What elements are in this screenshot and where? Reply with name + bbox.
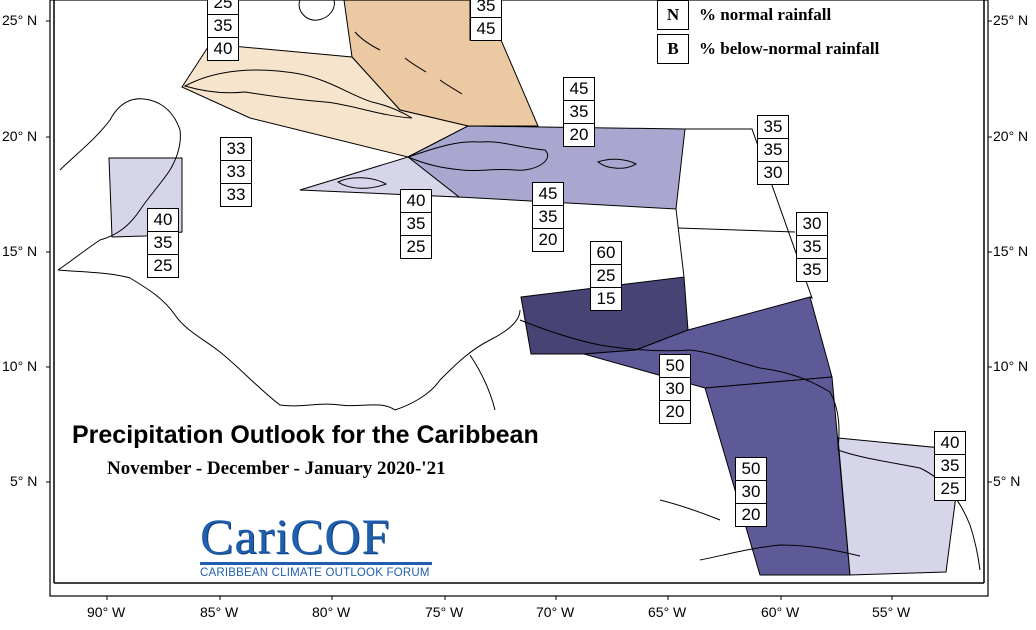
prob-value: 35 (147, 232, 179, 255)
prob-value: 35 (207, 15, 239, 38)
lon-label-85w: 85° W (200, 604, 239, 620)
prob-box-windward-north: 30 35 35 (796, 212, 828, 282)
prob-box-bahamas-north: 25 35 40 (207, 0, 239, 61)
coastlines (57, 0, 981, 571)
legend-key-below: B (657, 34, 689, 64)
prob-value: 35 (563, 101, 595, 124)
prob-box-hispaniola-south: 45 35 20 (532, 182, 564, 252)
lat-label-10n: 10° N (2, 358, 38, 374)
prob-box-guyana: 50 30 20 (735, 457, 767, 527)
map-title: Precipitation Outlook for the Caribbean (72, 421, 539, 449)
prob-value: 35 (757, 115, 789, 139)
caricof-logo: CariCOF CARIBBEAN CLIMATE OUTLOOK FORUM (200, 508, 435, 579)
legend-label-below: % below-normal rainfall (699, 39, 880, 58)
logo-divider (200, 562, 432, 565)
prob-value: 60 (590, 241, 622, 265)
prob-value: 20 (532, 229, 564, 252)
legend-key-normal: N (657, 0, 689, 30)
prob-box-leeward-islands: 35 35 30 (757, 115, 789, 185)
legend-label-normal: % normal rainfall (699, 5, 832, 24)
region-boundary-lines (685, 128, 813, 300)
prob-box-jamaica: 40 35 25 (400, 189, 432, 259)
prob-value: 35 (470, 0, 502, 18)
lat-label-15n: 15° N (2, 243, 38, 259)
prob-box-trinidad-tobago: 50 30 20 (659, 354, 691, 424)
prob-value: 35 (400, 213, 432, 236)
prob-value: 30 (659, 378, 691, 401)
prob-value: 25 (147, 255, 179, 278)
prob-value: 45 (563, 77, 595, 101)
region-jamaica-shade (299, 156, 461, 198)
prob-value: 35 (934, 455, 966, 478)
lon-label-70w: 70° W (536, 604, 575, 620)
prob-value: 40 (400, 189, 432, 213)
legend-normal: N % normal rainfall (657, 0, 831, 30)
prob-value: 50 (735, 457, 767, 481)
prob-value: 50 (659, 354, 691, 378)
lon-label-90w: 90° W (87, 604, 126, 620)
prob-box-bahamas-south: 35 45 (470, 0, 502, 41)
prob-box-hispaniola-pr: 45 35 20 (563, 77, 595, 147)
lat-label-25n-right: 25° N (993, 12, 1029, 28)
prob-value: 35 (796, 236, 828, 259)
prob-value: 30 (735, 481, 767, 504)
prob-value: 35 (796, 259, 828, 282)
prob-value: 25 (590, 265, 622, 288)
prob-value: 45 (470, 18, 502, 41)
prob-value: 45 (532, 182, 564, 206)
region-boundary-lines-3 (677, 227, 796, 233)
lat-label-5n-right: 5° N (993, 473, 1021, 489)
lat-label-20n-right: 20° N (993, 128, 1029, 144)
prob-box-belize: 40 35 25 (147, 208, 179, 278)
prob-value: 15 (590, 288, 622, 311)
lat-label-5n: 5° N (10, 473, 38, 489)
logo-tagline: CARIBBEAN CLIMATE OUTLOOK FORUM (200, 567, 430, 579)
lon-label-75w: 75° W (425, 604, 464, 620)
prob-value: 20 (735, 504, 767, 527)
prob-value: 33 (220, 161, 252, 184)
prob-value: 25 (400, 236, 432, 259)
lat-label-15n-right: 15° N (993, 243, 1029, 259)
prob-box-french-guiana: 40 35 25 (934, 431, 966, 501)
prob-value: 33 (220, 184, 252, 207)
lat-label-10n-right: 10° N (993, 358, 1029, 374)
prob-value: 25 (207, 0, 239, 15)
map-subtitle: November - December - January 2020-'21 (107, 458, 446, 479)
lat-label-20n: 20° N (2, 128, 38, 144)
axis-ticks (46, 20, 992, 600)
logo-wordmark: CariCOF (200, 508, 391, 564)
legend-below: B % below-normal rainfall (657, 34, 879, 64)
lon-label-80w: 80° W (312, 604, 351, 620)
prob-value: 20 (659, 401, 691, 424)
prob-value: 35 (757, 139, 789, 162)
prob-value: 25 (934, 478, 966, 501)
prob-value: 33 (220, 137, 252, 161)
prob-value: 30 (757, 162, 789, 185)
lon-label-65w: 65° W (648, 604, 687, 620)
prob-value: 35 (532, 206, 564, 229)
lon-label-60w: 60° W (761, 604, 800, 620)
prob-box-abc-islands: 60 25 15 (590, 241, 622, 311)
prob-box-cayman-central: 33 33 33 (220, 137, 252, 207)
prob-value: 40 (934, 431, 966, 455)
prob-value: 40 (147, 208, 179, 232)
prob-value: 20 (563, 124, 595, 147)
prob-value: 30 (796, 212, 828, 236)
region-french-guiana-shade (837, 437, 963, 576)
lat-label-25n: 25° N (2, 12, 38, 28)
lon-label-55w: 55° W (872, 604, 911, 620)
prob-value: 40 (207, 38, 239, 61)
region-boundary-lines-2 (675, 208, 685, 278)
